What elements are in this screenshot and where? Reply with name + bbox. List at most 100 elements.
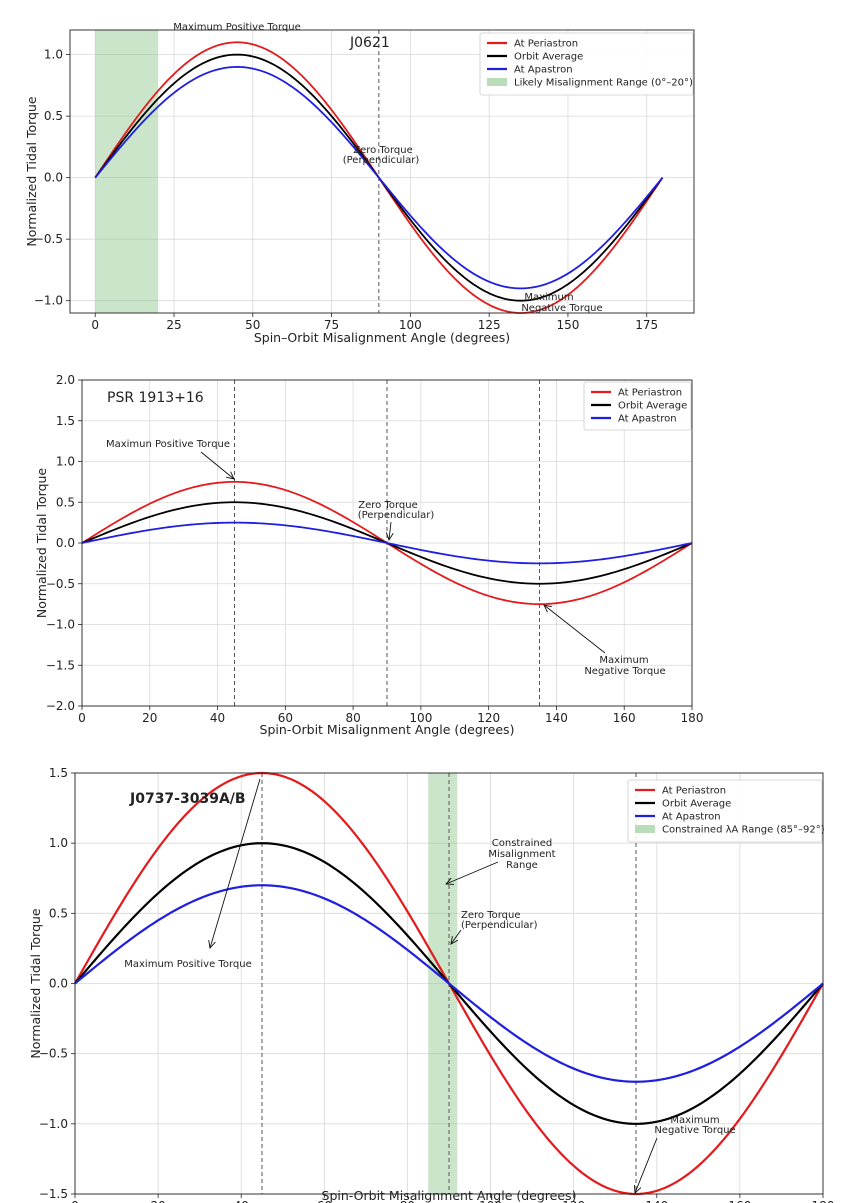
x-tick-label: 0	[91, 318, 99, 332]
y-tick-label: 1.5	[49, 766, 68, 780]
y-tick-label: −2.0	[46, 699, 75, 713]
annotation-arrow	[445, 861, 499, 885]
legend: At Periastron Orbit Average At Apastron	[583, 381, 692, 431]
arrow-head	[385, 532, 394, 542]
legend-label: Likely Misalignment Range (0°–20°)	[514, 78, 693, 89]
annotation: Zero Torque	[353, 145, 413, 156]
y-tick-label: 2.0	[56, 373, 75, 387]
y-tick-label: −1.0	[34, 294, 63, 308]
y-tick-label: −0.5	[34, 232, 63, 246]
annotation-arrow	[388, 521, 392, 541]
legend-label: Orbit Average	[618, 401, 687, 412]
annotation: Maximun Positive Torque	[106, 439, 230, 450]
y-tick-label: 0.0	[49, 977, 68, 991]
annotation: Negative Torque	[584, 666, 665, 677]
x-tick-label: 180	[812, 1199, 835, 1203]
x-tick-label: 40	[234, 1199, 249, 1203]
x-tick-label: 80	[400, 1199, 415, 1203]
annotation-arrow	[200, 451, 235, 480]
shaded-range	[95, 30, 159, 313]
x-tick-label: 0	[78, 711, 86, 725]
x-axis-label: Spin-Orbit Misalignment Angle (degrees)	[322, 1188, 577, 1203]
legend-label: At Periastron	[662, 786, 726, 797]
x-tick-label: 60	[317, 1199, 332, 1203]
y-tick-label: 0.5	[56, 495, 75, 509]
y-tick-label: 1.0	[44, 48, 63, 62]
arrow-head	[633, 1184, 642, 1194]
x-tick-label: 125	[478, 318, 501, 332]
x-axis-label: Spin–Orbit Misalignment Angle (degrees)	[254, 330, 510, 345]
x-tick-label: 100	[479, 1199, 502, 1203]
x-tick-label: 0	[71, 1199, 79, 1203]
legend-label: At Apastron	[514, 65, 573, 76]
y-tick-label: −0.5	[46, 577, 75, 591]
legend-box	[627, 779, 823, 843]
legend: At Periastron Orbit Average At Apastron Lik…	[479, 32, 694, 96]
x-tick-label: 120	[477, 711, 500, 725]
annotation-arrow	[634, 1137, 658, 1194]
annotation: Negative Torque	[654, 1125, 735, 1136]
shaded-range	[428, 773, 458, 1194]
legend-label: Orbit Average	[662, 799, 731, 810]
annotation: Zero Torque	[461, 910, 521, 921]
legend-label: Orbit Average	[514, 52, 583, 63]
legend-swatch	[487, 78, 507, 86]
legend-label: At Periastron	[618, 388, 682, 399]
chart-title: J0737-3039A/B	[129, 791, 246, 807]
legend-label: At Periastron	[514, 39, 578, 50]
annotation: Maximum	[599, 655, 648, 666]
x-tick-label: 20	[142, 711, 157, 725]
annotation: Maximum	[524, 292, 573, 303]
y-tick-label: −0.5	[39, 1047, 68, 1061]
arrow-head	[543, 604, 552, 613]
arrow-head	[226, 471, 235, 480]
annotation-arrow	[209, 778, 261, 949]
y-axis-label: Normalized Tidal Torque	[34, 468, 49, 619]
arrow-head	[450, 936, 459, 945]
x-tick-label: 25	[166, 318, 181, 332]
arrow-head	[445, 877, 455, 885]
y-tick-label: 0.0	[44, 171, 63, 185]
y-tick-label: 0.0	[56, 536, 75, 550]
arrow-head	[208, 940, 216, 949]
y-tick-label: 1.0	[49, 836, 68, 850]
y-tick-label: 1.0	[56, 455, 75, 469]
chart-panel-2: 0 20 40 60 80 100 120 140 160 180 −2.0 −1.5 −1.0 −0.5…	[34, 373, 703, 737]
legend-box	[479, 32, 694, 96]
x-tick-label: 20	[150, 1199, 165, 1203]
chart-title: J0621	[349, 35, 390, 51]
annotation: Misalignment	[488, 849, 555, 860]
annotation-arrow	[543, 604, 606, 654]
x-tick-label: 50	[245, 318, 260, 332]
chart-title: PSR 1913+16	[107, 390, 204, 406]
x-tick-label: 160	[613, 711, 636, 725]
x-tick-label: 140	[545, 711, 568, 725]
annotation: Maximum	[670, 1115, 719, 1126]
annotation: Negative Torque	[521, 303, 602, 314]
x-tick-label: 140	[645, 1199, 668, 1203]
y-axis-label: Normalized Tidal Torque	[24, 96, 39, 247]
annotation: (Perpendicular)	[461, 920, 538, 931]
annotation: Maximum Positive Torque	[173, 22, 300, 33]
y-tick-label: −1.0	[39, 1117, 68, 1131]
annotation: Constrained	[492, 838, 552, 849]
annotation-arrow	[450, 929, 462, 945]
legend: At Periastron Orbit Average At Apastron Con…	[627, 779, 825, 843]
legend-label: Constrained λA Range (85°–92°)	[662, 825, 825, 836]
y-axis-label: Normalized Tidal Torque	[28, 908, 43, 1059]
x-tick-label: 60	[278, 711, 293, 725]
x-tick-label: 75	[324, 318, 339, 332]
y-tick-label: −1.5	[39, 1187, 68, 1201]
y-tick-label: 0.5	[49, 906, 68, 920]
x-axis-label: Spin-Orbit Misalignment Angle (degrees)	[260, 722, 515, 737]
annotation: Maximum Positive Torque	[124, 959, 251, 970]
annotation: (Perpendicular)	[358, 510, 435, 521]
annotation: Zero Torque	[358, 500, 418, 511]
legend-swatch	[635, 825, 655, 833]
x-tick-label: 120	[562, 1199, 585, 1203]
legend-label: At Apastron	[618, 414, 677, 425]
x-tick-label: 100	[409, 711, 432, 725]
y-tick-label: 0.5	[44, 109, 63, 123]
legend-label: At Apastron	[662, 812, 721, 823]
